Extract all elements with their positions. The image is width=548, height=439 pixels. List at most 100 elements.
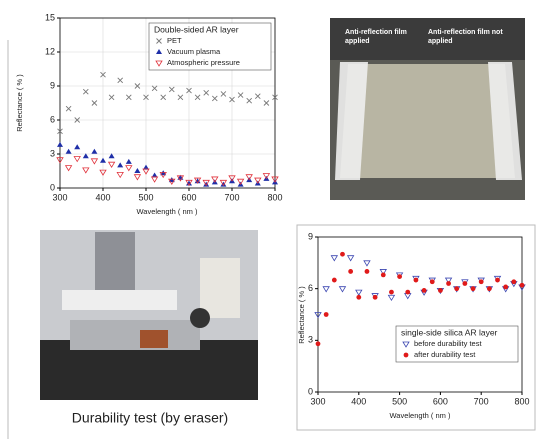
left-label-box: Anti-reflection film applied	[345, 29, 407, 45]
point	[143, 94, 149, 101]
point	[133, 174, 142, 181]
film-photo: Anti-reflection film applied Anti-reflec…	[330, 18, 525, 200]
point	[236, 178, 245, 185]
film-not-applied-label: Anti-reflection film not applied	[428, 29, 503, 45]
legend-marker	[403, 352, 409, 358]
point	[338, 286, 347, 293]
point	[387, 294, 396, 302]
controller	[200, 258, 240, 318]
point	[263, 100, 270, 106]
point	[355, 289, 363, 296]
x-tick-label: 600	[433, 396, 448, 406]
point	[405, 289, 411, 295]
point	[143, 164, 149, 170]
legend-marker	[156, 38, 162, 44]
point	[246, 97, 253, 104]
point	[372, 294, 378, 300]
point	[254, 93, 261, 100]
y-axis-label: Reflectance ( % )	[297, 286, 306, 344]
point	[219, 179, 228, 187]
point	[117, 162, 124, 168]
point	[202, 179, 210, 187]
point	[194, 94, 201, 101]
x-tick-label: 400	[351, 396, 366, 406]
point	[151, 85, 158, 92]
point	[262, 173, 271, 180]
point	[134, 83, 141, 89]
point	[397, 274, 402, 280]
point	[413, 277, 419, 283]
plot-frame	[59, 17, 276, 189]
point	[220, 181, 227, 187]
x-tick-label: 800	[514, 396, 529, 406]
legend-box	[395, 325, 519, 363]
legend-marker	[155, 60, 163, 67]
x-tick-label: 600	[181, 192, 196, 202]
point	[254, 177, 262, 184]
column	[95, 232, 135, 292]
point	[176, 175, 185, 182]
point	[356, 294, 362, 300]
x-tick-label: 800	[267, 192, 282, 202]
point	[364, 269, 370, 274]
point	[56, 157, 64, 164]
point	[82, 88, 89, 95]
point	[116, 172, 124, 179]
point	[330, 255, 339, 262]
film-applied-label: Anti-reflection film applied	[345, 29, 407, 45]
x-axis-label: Wavelength ( nm )	[390, 411, 451, 420]
point	[348, 269, 354, 274]
right-label-box: Anti-reflection film not applied	[428, 29, 503, 45]
point	[438, 287, 443, 293]
legend-label: after durability test	[414, 350, 476, 359]
point	[185, 179, 193, 187]
point	[486, 286, 492, 292]
y-tick-label: 6	[308, 283, 313, 293]
legend-label: Vacuum plasma	[167, 47, 221, 56]
point	[389, 289, 394, 295]
x-tick-label: 300	[52, 192, 67, 202]
durability-photo	[40, 230, 258, 400]
point	[125, 165, 133, 172]
y-tick-label: 3	[308, 335, 313, 345]
point	[194, 178, 201, 184]
point	[100, 71, 106, 78]
y-tick-label: 3	[50, 148, 55, 158]
point	[315, 341, 321, 347]
point	[91, 100, 98, 106]
point	[74, 144, 81, 150]
point	[100, 157, 106, 163]
point	[272, 94, 278, 101]
legend-label: PET	[167, 36, 182, 45]
point	[125, 94, 132, 101]
motor	[190, 308, 210, 328]
gantry	[62, 290, 177, 310]
point	[108, 153, 115, 159]
point	[363, 260, 371, 267]
x-tick-label: 400	[95, 192, 110, 202]
x-tick-label: 500	[392, 396, 407, 406]
x-axis-label: Wavelength ( nm )	[137, 207, 198, 216]
point	[125, 158, 132, 164]
point	[495, 277, 500, 283]
point	[380, 272, 386, 278]
point	[142, 168, 150, 175]
point	[229, 96, 235, 103]
point	[203, 181, 210, 187]
point	[159, 172, 167, 179]
legend-box	[148, 22, 272, 71]
point	[186, 180, 192, 186]
point	[503, 284, 509, 290]
y-tick-label: 0	[308, 386, 313, 396]
film-right	[488, 62, 522, 180]
legend-label: before durability test	[414, 339, 482, 348]
film-left	[335, 62, 368, 180]
x-tick-label: 500	[138, 192, 153, 202]
point	[429, 279, 435, 285]
point	[340, 251, 345, 257]
point	[511, 279, 517, 285]
glass-plate	[340, 64, 515, 178]
point	[211, 95, 218, 102]
point	[271, 176, 279, 183]
